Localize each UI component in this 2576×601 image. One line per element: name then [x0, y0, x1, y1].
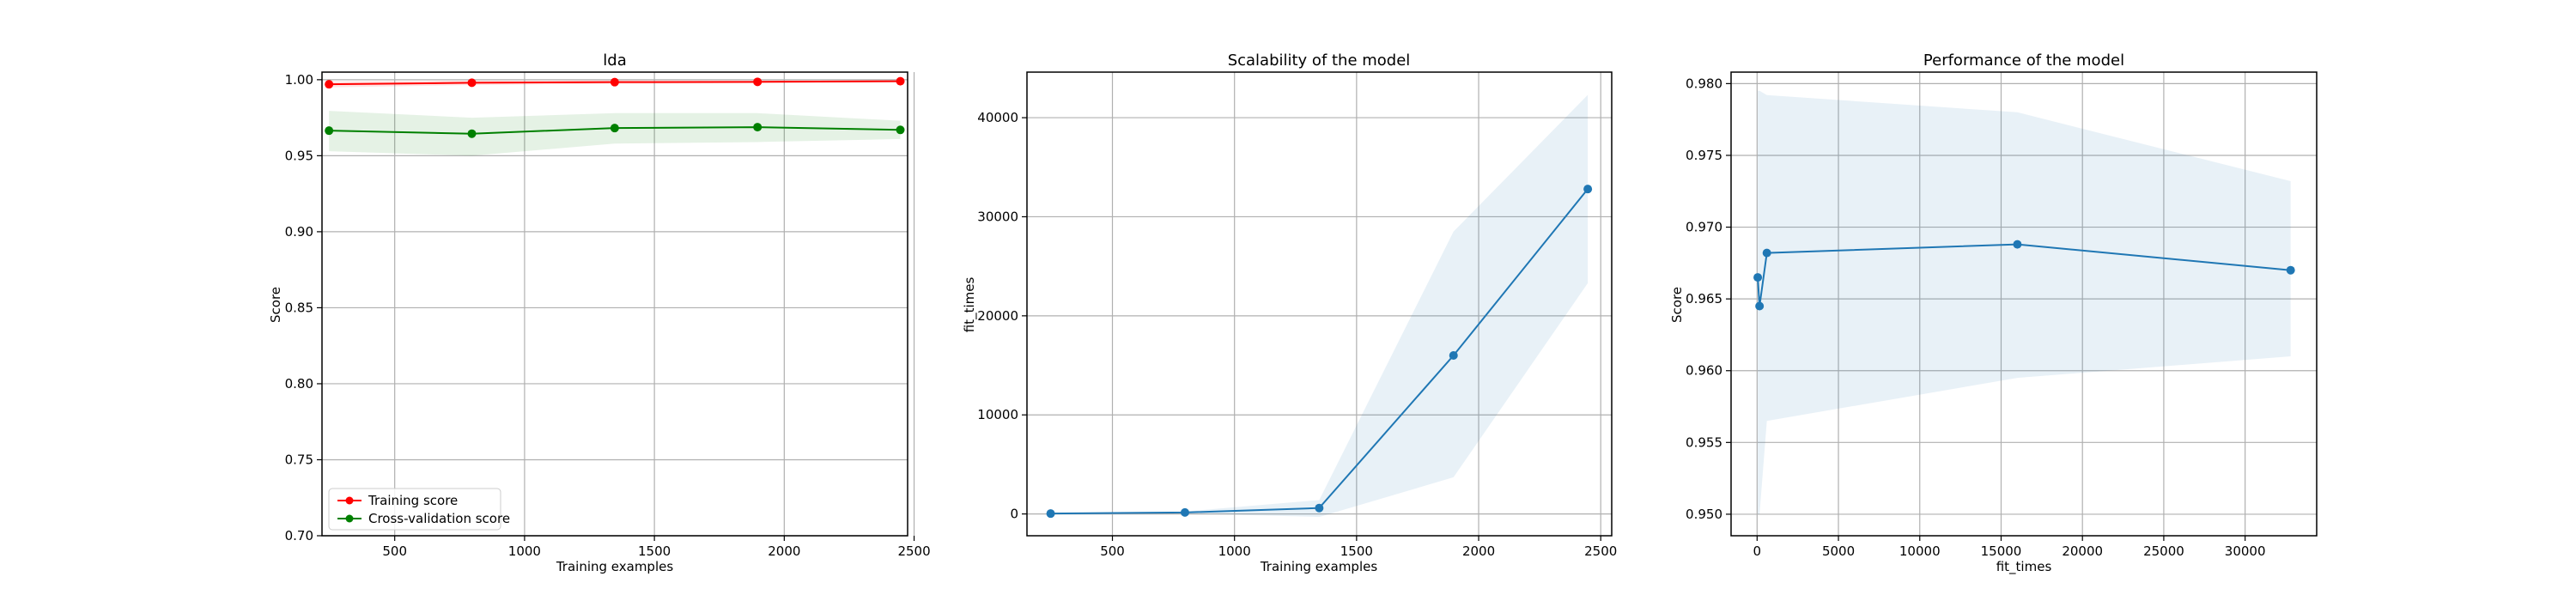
x-tick-label: 1000 — [508, 543, 541, 559]
panel-performance: Performance of the model fit_times Score… — [1669, 52, 2318, 575]
y-tick-label: 40000 — [977, 110, 1018, 125]
data-point — [1046, 509, 1055, 519]
data-point — [1449, 351, 1458, 360]
panel-lda: lda Training examples Score 500 1000 1500 2… — [268, 52, 931, 574]
data-point — [1180, 507, 1189, 517]
panel-scalability: Scalability of the model Training exampl… — [962, 52, 1617, 574]
data-point — [1315, 503, 1324, 513]
x-tick-label: 1000 — [1218, 543, 1251, 559]
legend-marker — [345, 514, 354, 523]
y-tick-label: 0.80 — [285, 376, 313, 392]
confidence-band — [329, 111, 901, 156]
x-axis-label: fit_times — [1996, 559, 2052, 575]
y-tick-label: 0.980 — [1686, 76, 1722, 91]
data-point — [753, 77, 762, 87]
y-tick-label: 30000 — [977, 209, 1018, 224]
x-tick-label: 10000 — [1899, 543, 1941, 559]
x-tick-label: 500 — [1100, 543, 1125, 559]
data-point — [896, 125, 905, 135]
data-point — [325, 80, 334, 89]
x-axis-label: Training examples — [556, 559, 674, 574]
data-point — [896, 76, 905, 86]
x-tick-label: 1500 — [638, 543, 671, 559]
x-tick-label: 500 — [382, 543, 407, 559]
y-axis-label: Score — [268, 287, 283, 323]
data-point — [325, 126, 334, 136]
y-tick-label: 0.70 — [285, 528, 313, 543]
x-tick-label: 15000 — [1981, 543, 2022, 559]
y-tick-label: 1.00 — [285, 72, 313, 88]
x-tick-label: 30000 — [2225, 543, 2266, 559]
legend-box — [328, 488, 501, 531]
legend-label: Training score — [368, 493, 458, 508]
panel-title: Scalability of the model — [1228, 52, 1411, 70]
x-tick-label: 25000 — [2143, 543, 2184, 559]
data-point — [2013, 240, 2022, 249]
x-tick-label: 0 — [1753, 543, 1762, 559]
axes-frame — [1026, 71, 1613, 537]
data-point — [1753, 273, 1763, 282]
y-tick-label: 20000 — [977, 308, 1018, 324]
data-point — [753, 123, 762, 132]
data-point — [610, 77, 619, 87]
x-tick-label: 20000 — [2062, 543, 2103, 559]
y-axis-label: Score — [1669, 287, 1685, 323]
y-tick-label: 0.960 — [1686, 363, 1722, 379]
legend-label: Cross-validation score — [368, 511, 510, 526]
y-tick-label: 0.965 — [1686, 291, 1722, 307]
data-point — [1583, 185, 1593, 194]
data-point — [467, 78, 477, 88]
y-axis-label: fit_times — [962, 277, 978, 333]
confidence-band — [1050, 94, 1589, 518]
legend-marker — [345, 496, 354, 505]
panel-title: Performance of the model — [1923, 52, 2124, 70]
x-axis-label: Training examples — [1260, 559, 1378, 574]
y-tick-label: 0.90 — [285, 224, 313, 240]
x-tick-label: 2000 — [768, 543, 800, 559]
axes-frame — [1730, 71, 2318, 537]
y-tick-label: 0.85 — [285, 300, 313, 315]
x-tick-label: 5000 — [1822, 543, 1855, 559]
y-tick-label: 10000 — [977, 407, 1018, 422]
data-point — [2286, 265, 2295, 275]
data-point — [610, 124, 619, 133]
panel-title: lda — [603, 52, 626, 70]
data-point — [1762, 248, 1771, 258]
axes-frame — [321, 71, 908, 537]
y-tick-label: 0.95 — [285, 148, 313, 163]
confidence-band — [1758, 90, 2291, 514]
y-tick-label: 0.955 — [1686, 434, 1722, 450]
y-tick-label: 0.975 — [1686, 148, 1722, 163]
y-tick-label: 0.950 — [1686, 507, 1722, 522]
data-point — [1755, 301, 1765, 311]
y-tick-label: 0 — [1010, 507, 1018, 522]
x-tick-label: 1500 — [1340, 543, 1373, 559]
x-tick-label: 2500 — [897, 543, 930, 559]
x-tick-label: 2500 — [1584, 543, 1617, 559]
x-tick-label: 2000 — [1462, 543, 1495, 559]
data-point — [467, 129, 477, 138]
y-tick-label: 0.75 — [285, 452, 313, 467]
y-tick-label: 0.970 — [1686, 220, 1722, 235]
